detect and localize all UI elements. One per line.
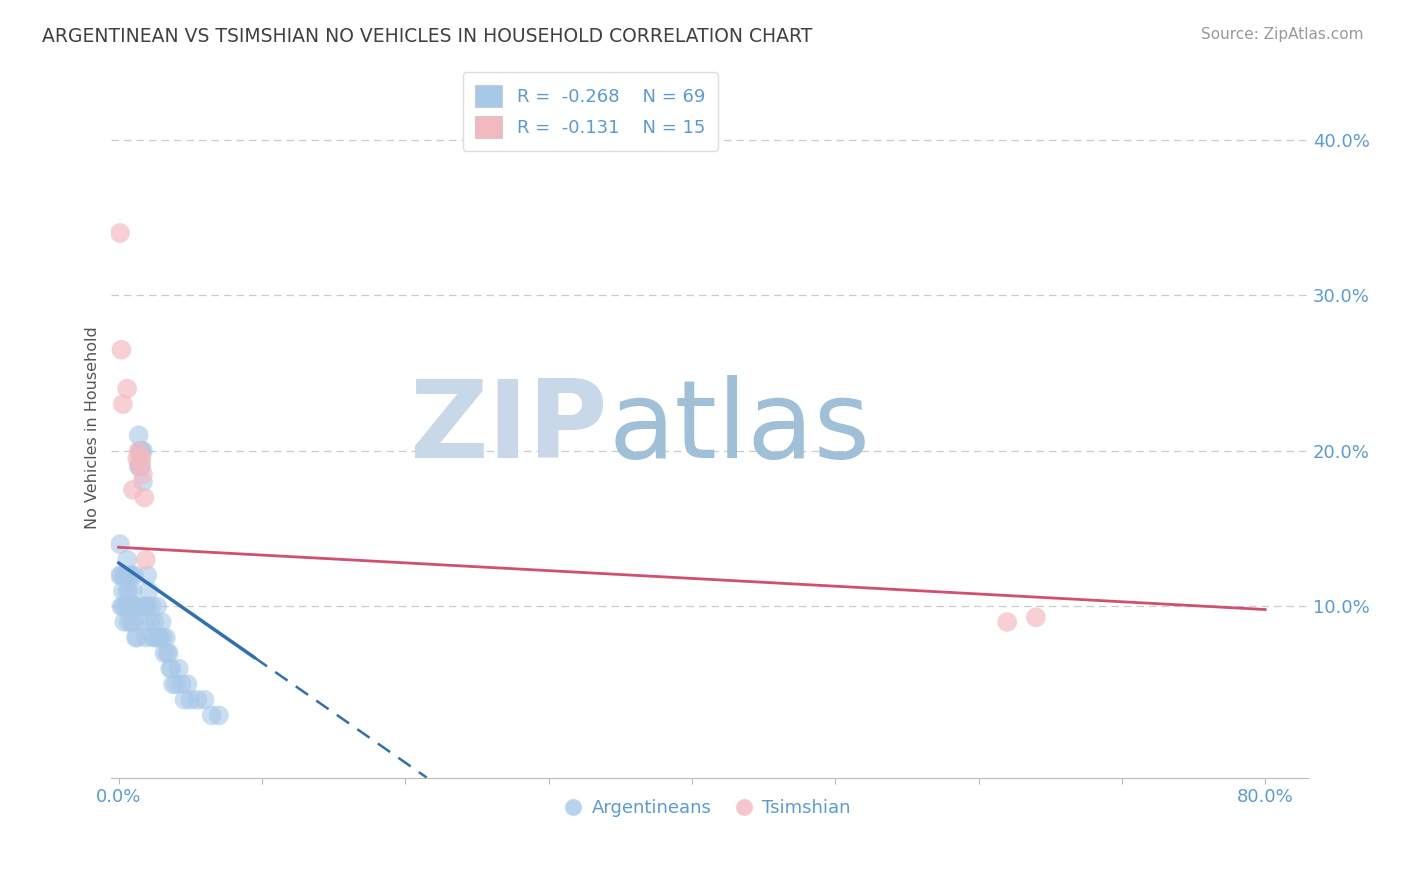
Point [127,451,149,466]
Point [118,568,141,582]
Point [159,662,181,676]
Point [1025,610,1047,624]
Point [121,615,143,629]
Point [129,443,152,458]
Point [131,459,153,474]
Point [128,443,150,458]
Point [115,382,138,396]
Point [134,599,156,614]
Point [108,568,131,582]
Point [176,677,198,691]
Point [135,631,157,645]
Y-axis label: No Vehicles in Household: No Vehicles in Household [86,326,100,529]
Point [124,568,146,582]
Point [136,599,159,614]
Point [108,226,131,240]
Point [150,615,173,629]
Point [114,599,136,614]
Point [128,459,150,474]
Text: ZIP: ZIP [409,375,607,481]
Text: atlas: atlas [607,375,870,481]
Point [114,568,136,582]
Point [127,631,149,645]
Point [193,692,215,706]
Point [146,599,169,614]
Point [156,646,179,660]
Point [170,677,193,691]
Point [131,443,153,458]
Point [128,428,150,442]
Point [111,583,134,598]
Point [134,615,156,629]
Text: Source: ZipAtlas.com: Source: ZipAtlas.com [1201,27,1364,42]
Point [149,631,172,645]
Point [131,451,153,466]
Point [110,568,132,582]
Point [142,631,165,645]
Point [115,599,138,614]
Point [179,692,201,706]
Point [115,553,138,567]
Point [186,692,208,706]
Point [201,708,224,723]
Point [995,615,1018,629]
Point [129,459,152,474]
Point [145,631,167,645]
Point [122,483,145,497]
Point [111,397,134,411]
Point [122,583,145,598]
Point [139,615,162,629]
Point [138,583,160,598]
Point [132,475,155,489]
Text: ARGENTINEAN VS TSIMSHIAN NO VEHICLES IN HOUSEHOLD CORRELATION CHART: ARGENTINEAN VS TSIMSHIAN NO VEHICLES IN … [42,27,813,45]
Point [112,615,135,629]
Point [157,646,180,660]
Point [121,568,143,582]
Point [125,599,148,614]
Legend: Argentineans, Tsimshian: Argentineans, Tsimshian [561,792,858,824]
Point [127,599,149,614]
Point [125,631,148,645]
Point [122,599,145,614]
Point [129,459,152,474]
Point [134,491,156,505]
Point [141,599,163,614]
Point [135,599,157,614]
Point [148,631,170,645]
Point [167,662,190,676]
Point [110,599,132,614]
Point [152,631,174,645]
Point [153,646,176,660]
Point [173,692,195,706]
Point [136,568,159,582]
Point [129,451,152,466]
Point [208,708,231,723]
Point [110,343,132,357]
Point [162,677,184,691]
Point [132,443,155,458]
Point [160,662,183,676]
Point [135,553,157,567]
Point [118,599,141,614]
Point [132,467,155,482]
Point [115,583,138,598]
Point [124,615,146,629]
Point [117,583,139,598]
Point [112,568,135,582]
Point [111,599,134,614]
Point [143,615,166,629]
Point [165,677,187,691]
Point [155,631,177,645]
Point [117,615,139,629]
Point [108,537,131,551]
